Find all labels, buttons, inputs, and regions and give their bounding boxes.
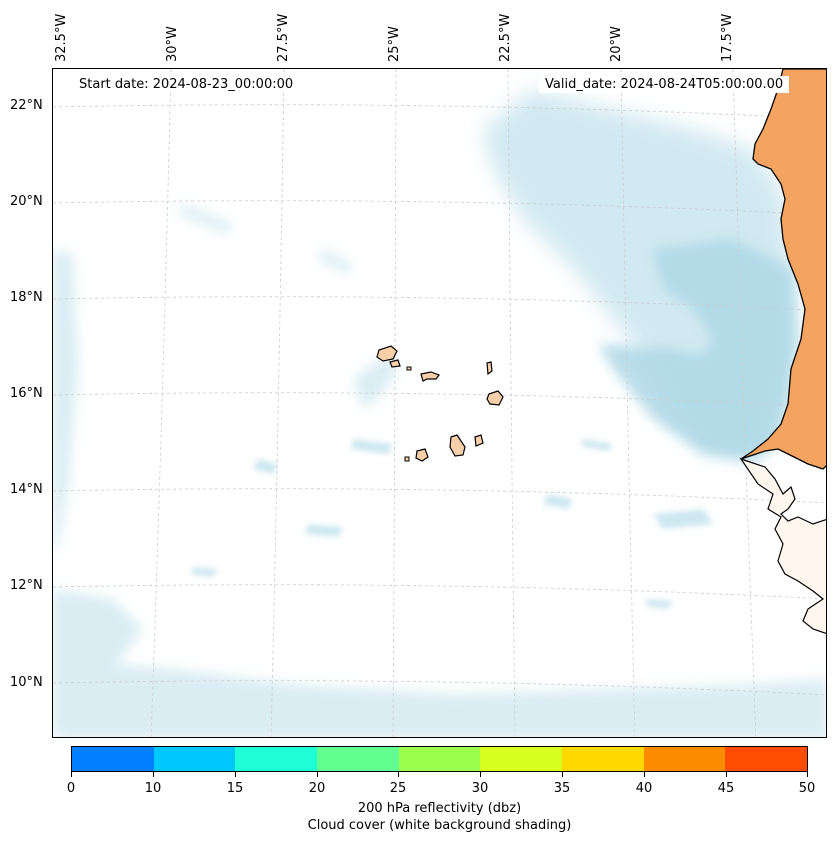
colorbar-label-15: 15: [226, 781, 244, 796]
colorbar-segment-40-45: [643, 747, 726, 771]
lat-label-22n: 22°N: [10, 98, 43, 113]
colorbar-segment-35-40: [562, 747, 644, 771]
lon-label-22-5w: 22.5°W: [498, 13, 513, 62]
cloud-shading: [53, 89, 826, 737]
cloud-patch-south2: [191, 567, 218, 577]
colorbar-label-40: 40: [635, 781, 653, 796]
graticule: [53, 69, 826, 737]
colorbar-label-25: 25: [389, 781, 407, 796]
colorbar-subtitle: Cloud cover (white background shading): [307, 818, 572, 833]
cloud-patch-mid3: [253, 459, 278, 474]
colorbar-label-50: 50: [798, 781, 816, 796]
island-sao-nicolau: [420, 371, 440, 382]
colorbar-tick: [562, 772, 563, 777]
colorbar-segment-25-30: [398, 747, 481, 771]
cloud-streak-islands: [353, 354, 398, 409]
island-sao-vicente: [389, 359, 401, 368]
colorbar-segment-20-25: [317, 747, 399, 771]
colorbar-title: 200 hPa reflectivity (dbz): [357, 801, 522, 816]
lon-label-32-5w: 32.5°W: [54, 13, 69, 62]
island-fogo: [415, 448, 429, 462]
lat-label-12n: 12°N: [10, 578, 43, 593]
lat-label-20n: 20°N: [10, 194, 43, 209]
colorbar-tick: [644, 772, 645, 777]
start-date-label: Start date: 2024-08-23_00:00:00: [73, 76, 300, 93]
lat-label-18n: 18°N: [10, 290, 43, 305]
colorbar-tick: [480, 772, 481, 777]
cloud-patch-mid4: [305, 524, 343, 537]
colorbar-segment-0-10: [72, 747, 154, 771]
colorbar-tick: [153, 772, 154, 777]
island-santiago: [449, 434, 466, 457]
map-panel[interactable]: [52, 68, 827, 738]
colorbar-tick: [807, 772, 808, 777]
lat-label-16n: 16°N: [10, 386, 43, 401]
parallel-16n: [53, 392, 826, 408]
meridian-27-5w: [270, 69, 285, 737]
cloud-left-edge: [53, 249, 78, 549]
lon-label-30w: 30°W: [165, 26, 180, 62]
parallel-12n: [53, 584, 826, 600]
colorbar-segment-45-50: [725, 747, 808, 771]
cloud-patch-south: [645, 599, 673, 609]
lat-label-14n: 14°N: [10, 482, 43, 497]
parallel-22n: [53, 104, 826, 120]
cloud-bottom-left: [53, 589, 143, 679]
land-sahara-coast: [740, 69, 826, 470]
cape-verde-islands: [376, 345, 504, 462]
lat-label-10n: 10°N: [10, 675, 43, 690]
lon-label-20w: 20°W: [609, 26, 624, 62]
colorbar-label-0: 0: [66, 781, 76, 796]
island-santo-antao: [376, 345, 398, 362]
colorbar-tick: [235, 772, 236, 777]
lon-label-25w: 25°W: [387, 26, 402, 62]
colorbar-label-30: 30: [471, 781, 489, 796]
parallel-18n: [53, 296, 826, 312]
cloud-patch-east3: [543, 494, 573, 509]
cloud-patch-east2: [653, 509, 713, 529]
island-boa-vista: [486, 390, 504, 406]
meridian-30w: [150, 69, 172, 737]
colorbar-segment-30-35: [480, 747, 563, 771]
map-canvas: [53, 69, 826, 737]
colorbar-label-10: 10: [144, 781, 162, 796]
cloud-bottom-band: [53, 659, 826, 737]
colorbar-segment-15-20: [235, 747, 318, 771]
island-maio: [474, 434, 484, 447]
colorbar-label-35: 35: [553, 781, 571, 796]
lon-label-27-5w: 27.5°W: [276, 13, 291, 62]
cloud-streak-north: [178, 204, 233, 234]
mainland-africa: [739, 69, 826, 634]
cloud-patch-mid2: [351, 439, 393, 454]
meridian-25w: [392, 69, 397, 737]
island-brava: [404, 456, 410, 462]
land-senegal-gambia: [739, 457, 826, 634]
island-sal: [486, 361, 493, 376]
parallel-20n: [53, 200, 826, 216]
colorbar-tick: [317, 772, 318, 777]
island-santa-luzia: [406, 366, 412, 371]
cloud-band-central: [598, 344, 773, 439]
colorbar-label-45: 45: [717, 781, 735, 796]
valid-date-label: Valid_date: 2024-08-24T05:00:00.00: [539, 76, 790, 93]
colorbar-segment-10-15: [153, 747, 236, 771]
colorbar-label-20: 20: [308, 781, 326, 796]
reflectivity-colorbar: [71, 746, 808, 772]
colorbar-tick: [398, 772, 399, 777]
colorbar-tick: [71, 772, 72, 777]
parallel-14n: [53, 488, 826, 504]
parallel-10n: [53, 680, 826, 696]
colorbar-tick: [726, 772, 727, 777]
lon-label-17-5w: 17.5°W: [720, 13, 735, 62]
cloud-patch-east1: [581, 439, 613, 451]
cloud-streak-mid: [318, 249, 353, 274]
